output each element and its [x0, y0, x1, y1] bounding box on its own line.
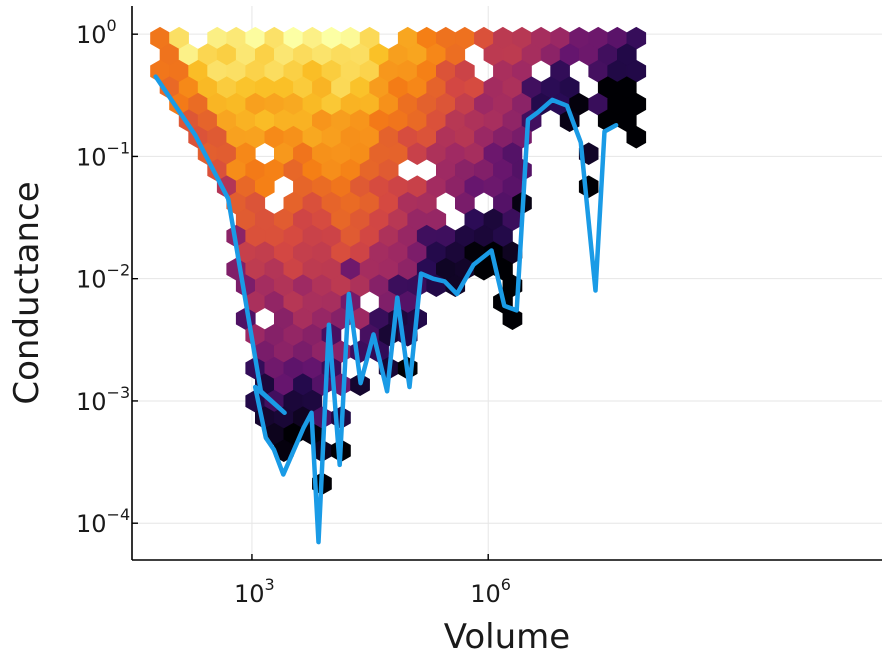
hexbin-cell — [578, 175, 599, 199]
x-tick-label: 106 — [470, 575, 511, 608]
y-tick-label: 100 — [76, 16, 117, 49]
y-axis-label: Conductance — [7, 181, 47, 404]
y-tick-label: 10−2 — [76, 261, 130, 294]
y-tick-label: 10−3 — [76, 383, 130, 416]
hexbin-cells — [150, 26, 647, 496]
series-line — [153, 74, 619, 545]
hexbin-cell — [626, 125, 647, 149]
axes — [131, 6, 882, 561]
x-axis-label: Volume — [444, 617, 570, 654]
y-tick-label: 10−4 — [76, 505, 130, 538]
tick-labels: 100 10−1 10−2 10−3 10−4 103 106 — [76, 16, 511, 608]
y-tick-label: 10−1 — [76, 138, 130, 171]
x-tick-label: 103 — [234, 575, 275, 608]
line-series — [153, 74, 619, 545]
